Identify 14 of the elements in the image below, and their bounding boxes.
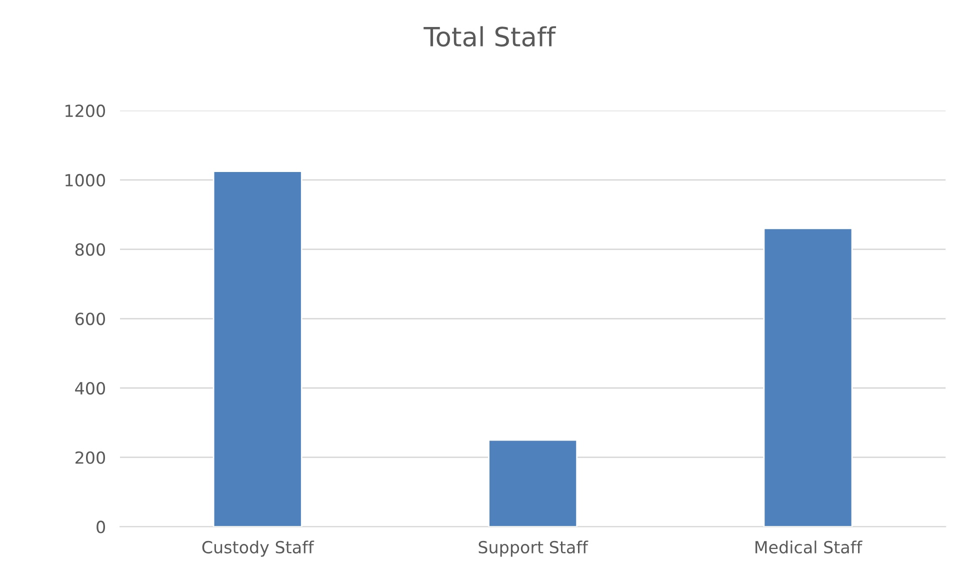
y-tick-label: 0 bbox=[96, 520, 106, 534]
x-tick-label: Medical Staff bbox=[756, 540, 862, 554]
y-tick-label: 800 bbox=[75, 243, 106, 256]
bar bbox=[212, 170, 302, 527]
y-tick-label: 400 bbox=[75, 382, 106, 395]
y-tick-label: 600 bbox=[75, 312, 106, 326]
y-tick-label: 1000 bbox=[66, 174, 106, 187]
y-tick-label: 1200 bbox=[66, 104, 106, 118]
x-tick-label: Support Staff bbox=[478, 540, 588, 557]
bar bbox=[488, 439, 578, 527]
x-tick-label: Custody Staff bbox=[202, 540, 314, 557]
bar bbox=[763, 228, 853, 527]
y-tick-label: 200 bbox=[76, 451, 106, 464]
chart-title: Total Staff bbox=[424, 26, 556, 47]
